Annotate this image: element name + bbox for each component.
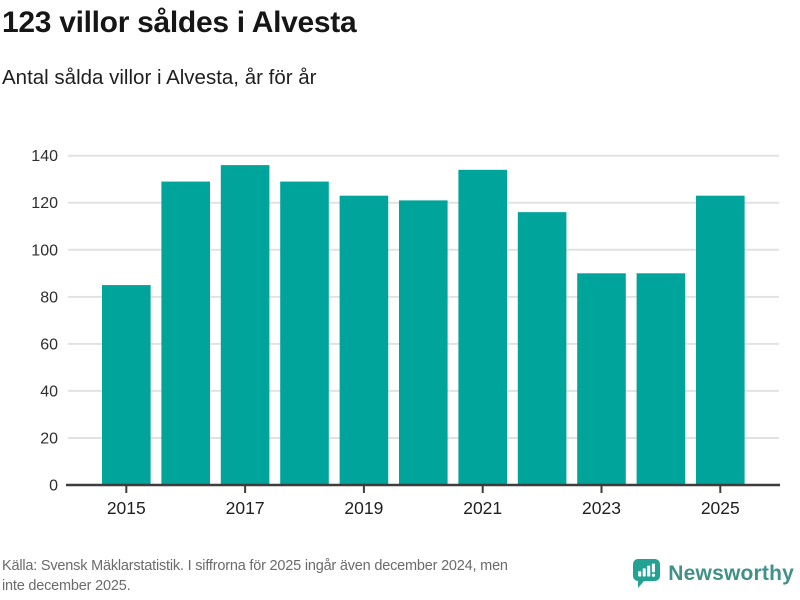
source-note: Källa: Svensk Mäklarstatistik. I siffror… [2, 556, 647, 596]
bar-2017 [220, 165, 270, 485]
bar-2018 [280, 181, 329, 485]
bar-2023 [577, 273, 626, 485]
y-axis-label-80: 80 [40, 289, 58, 306]
x-axis-label-2025: 2025 [701, 498, 740, 518]
source-note-line2: inte december 2025. [2, 578, 131, 594]
chart-subtitle: Antal sålda villor i Alvesta, år för år [2, 66, 317, 89]
x-axis-label-2017: 2017 [226, 498, 265, 518]
y-axis-label-20: 20 [40, 430, 58, 447]
bar-chart-speech-bubble-icon [633, 559, 661, 588]
bar-2024 [636, 273, 686, 485]
x-axis-label-2021: 2021 [463, 498, 502, 518]
y-axis-label-60: 60 [40, 336, 58, 353]
source-note-line1: Källa: Svensk Mäklarstatistik. I siffror… [2, 558, 508, 574]
y-axis-label-140: 140 [31, 148, 58, 165]
chart-title: 123 villor såldes i Alvesta [2, 6, 357, 39]
y-axis-label-120: 120 [31, 195, 58, 212]
bar-2025 [696, 195, 745, 485]
y-axis-label-100: 100 [31, 242, 58, 259]
bar-2016 [161, 181, 210, 485]
bar-2020 [399, 200, 448, 485]
x-axis-label-2023: 2023 [582, 498, 621, 518]
x-axis-label-2019: 2019 [344, 498, 383, 518]
newsworthy-logo[interactable]: Newsworthy [633, 559, 794, 588]
bar-2019 [339, 195, 389, 485]
bar-2021 [458, 169, 507, 485]
x-axis-label-2015: 2015 [107, 498, 146, 518]
bar-2015 [102, 285, 151, 485]
newsworthy-wordmark: Newsworthy [668, 561, 794, 585]
bar-2022 [517, 212, 567, 485]
y-axis-label-40: 40 [40, 383, 58, 400]
y-axis-label-0: 0 [49, 478, 58, 495]
